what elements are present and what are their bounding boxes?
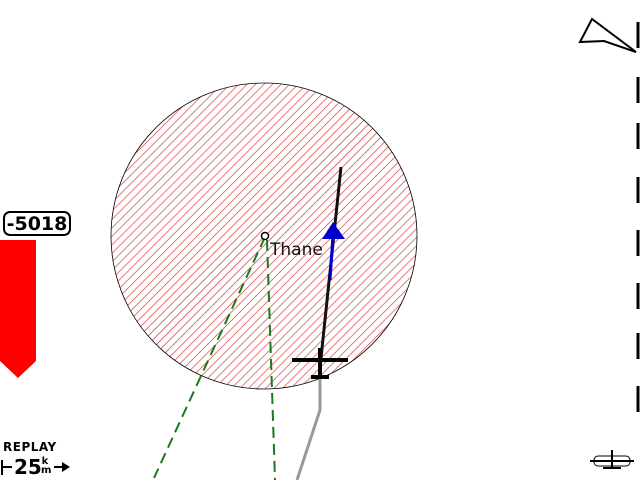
north-arrow-icon[interactable] xyxy=(578,17,637,53)
aircraft-icon xyxy=(292,348,348,379)
map-scale-unit: k m xyxy=(41,456,52,476)
waypoint-marker-icon[interactable] xyxy=(260,231,270,241)
flight-trail xyxy=(295,378,322,480)
wind-arrow-icon xyxy=(322,222,345,239)
course-line-right xyxy=(266,239,276,480)
map-scale-unit-bottom: m xyxy=(41,465,52,476)
map-scale-unit-top: k xyxy=(41,456,49,467)
replay-mode-label: REPLAY xyxy=(3,440,57,454)
map-scale-bar xyxy=(1,460,70,475)
waypoint-label[interactable]: Thane xyxy=(270,240,323,260)
glider-status-icon[interactable] xyxy=(590,450,634,469)
altitude-difference-badge[interactable]: -5018 xyxy=(3,211,71,236)
wind-arrow-shaft xyxy=(328,234,335,281)
course-line-left xyxy=(153,236,266,479)
map-scale-value: 25 xyxy=(14,455,42,479)
final-glide-bar xyxy=(0,240,36,378)
